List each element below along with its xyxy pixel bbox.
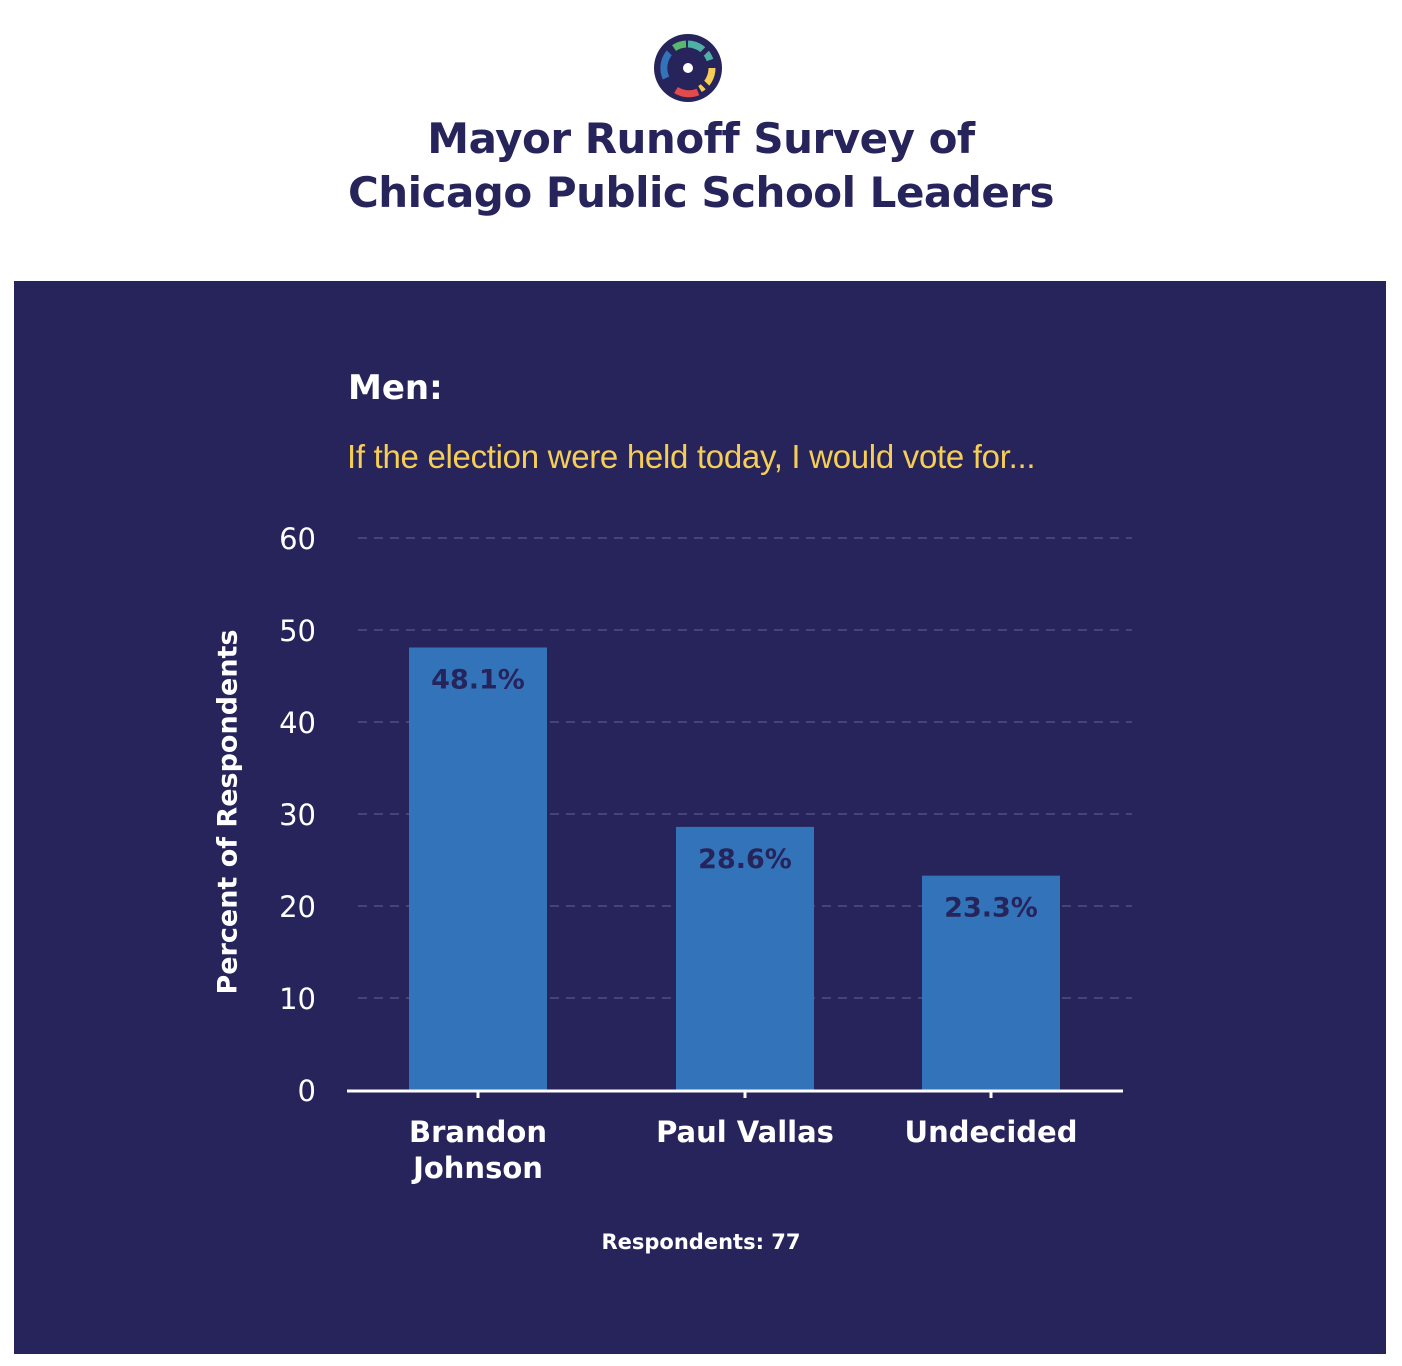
y-tick-label: 10: [279, 982, 316, 1016]
x-category-label: Brandon: [409, 1115, 547, 1149]
bar: [922, 875, 1060, 1090]
y-tick-label: 40: [279, 706, 316, 740]
chart-heading: Men:: [348, 368, 443, 408]
x-category-label: Undecided: [905, 1115, 1078, 1149]
y-tick-label: 30: [279, 798, 316, 832]
chart-panel: [14, 281, 1386, 1354]
x-category-label: Johnson: [411, 1151, 543, 1185]
x-category-label: Paul Vallas: [656, 1115, 834, 1149]
y-tick-label: 0: [298, 1074, 316, 1108]
title-line-2: Chicago Public School Leaders: [347, 168, 1055, 217]
organization-logo-icon: [654, 34, 722, 102]
bar-value-label: 23.3%: [944, 893, 1038, 924]
chart-question: If the election were held today, I would…: [347, 438, 1036, 475]
bar-value-label: 28.6%: [698, 844, 792, 875]
title-line-1: Mayor Runoff Survey of: [427, 114, 975, 163]
y-tick-label: 20: [279, 890, 316, 924]
respondents-count: Respondents: 77: [601, 1230, 801, 1254]
y-tick-label: 50: [279, 614, 316, 648]
bar: [676, 826, 814, 1090]
bar-value-label: 48.1%: [431, 664, 525, 695]
page-title: Mayor Runoff Survey of Chicago Public Sc…: [0, 112, 1402, 220]
bar: [409, 647, 547, 1090]
y-tick-label: 60: [279, 522, 316, 556]
